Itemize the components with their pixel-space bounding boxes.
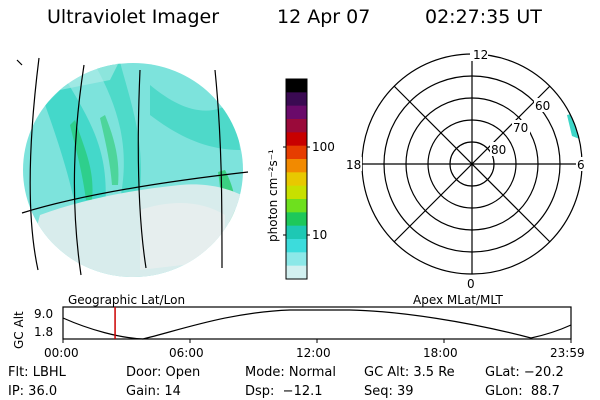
geographic-panel-label: Geographic Lat/Lon bbox=[68, 293, 185, 307]
colorbar-cell bbox=[286, 105, 307, 120]
status-filter: Flt: LBHL bbox=[8, 365, 67, 380]
colorbar-cell bbox=[286, 212, 307, 227]
colorbar-cell bbox=[286, 239, 307, 253]
timeline-xtick-4: 23:59 bbox=[550, 346, 585, 360]
colorbar-cell bbox=[286, 119, 307, 133]
colorbar-unit: photon cm⁻²s⁻¹ bbox=[266, 149, 280, 242]
colorbar-cell bbox=[286, 265, 307, 280]
apex-polar-plot: 12 18 6 0 60 70 80 bbox=[344, 47, 588, 291]
mlt-label-18: 18 bbox=[346, 158, 361, 172]
status-glon: GLon: 88.7 bbox=[485, 384, 560, 399]
mlat-label-60: 60 bbox=[535, 99, 550, 113]
colorbar-cell bbox=[286, 92, 307, 107]
app-title: Ultraviolet Imager bbox=[47, 6, 220, 28]
timeline-xtick-0: 00:00 bbox=[44, 346, 79, 360]
altitude-timeline: GC Alt 9.0 1.8 00:00 06:00 12:00 18:00 2… bbox=[12, 306, 585, 360]
status-seq: Seq: 39 bbox=[364, 384, 414, 399]
observation-date: 12 Apr 07 bbox=[277, 6, 371, 28]
colorbar-cell bbox=[286, 199, 307, 213]
colorbar-cell bbox=[286, 79, 307, 93]
mlat-label-70: 70 bbox=[513, 121, 528, 135]
status-mode: Mode: Normal bbox=[245, 365, 336, 380]
timeline-xtick-2: 12:00 bbox=[296, 346, 331, 360]
mlt-label-0: 0 bbox=[467, 277, 475, 291]
status-info: Flt: LBHL IP: 36.0 Door: Open Gain: 14 M… bbox=[8, 365, 564, 399]
colorbar-cell bbox=[286, 185, 307, 200]
geographic-image bbox=[16, 57, 249, 277]
timeline-ylabel: GC Alt bbox=[12, 311, 26, 349]
colorbar: 100 10 photon cm⁻²s⁻¹ bbox=[266, 78, 335, 280]
timeline-xtick-3: 18:00 bbox=[423, 346, 458, 360]
mlt-label-6: 6 bbox=[577, 158, 585, 172]
mlat-label-80: 80 bbox=[491, 143, 506, 157]
timeline-ytick-high: 9.0 bbox=[34, 307, 53, 321]
mlt-label-12: 12 bbox=[473, 48, 488, 62]
status-gc-alt: GC Alt: 3.5 Re bbox=[364, 365, 455, 380]
colorbar-cell bbox=[286, 172, 307, 187]
status-ip: IP: 36.0 bbox=[8, 384, 57, 399]
status-door: Door: Open bbox=[126, 365, 200, 380]
timeline-xtick-1: 06:00 bbox=[169, 346, 204, 360]
colorbar-cell bbox=[286, 159, 307, 173]
colorbar-cell bbox=[286, 132, 307, 147]
observation-time: 02:27:35 UT bbox=[425, 6, 542, 28]
apex-panel-label: Apex MLat/MLT bbox=[413, 293, 503, 307]
colorbar-tick-100: 100 bbox=[312, 140, 335, 154]
status-glat: GLat: −20.2 bbox=[485, 365, 564, 380]
colorbar-cell bbox=[286, 252, 307, 267]
colorbar-tick-10: 10 bbox=[312, 228, 327, 242]
status-gain: Gain: 14 bbox=[126, 384, 181, 399]
colorbar-cell bbox=[286, 145, 307, 160]
timeline-ytick-low: 1.8 bbox=[34, 325, 53, 339]
status-dsp: Dsp: −12.1 bbox=[245, 384, 323, 399]
colorbar-cell bbox=[286, 225, 307, 240]
